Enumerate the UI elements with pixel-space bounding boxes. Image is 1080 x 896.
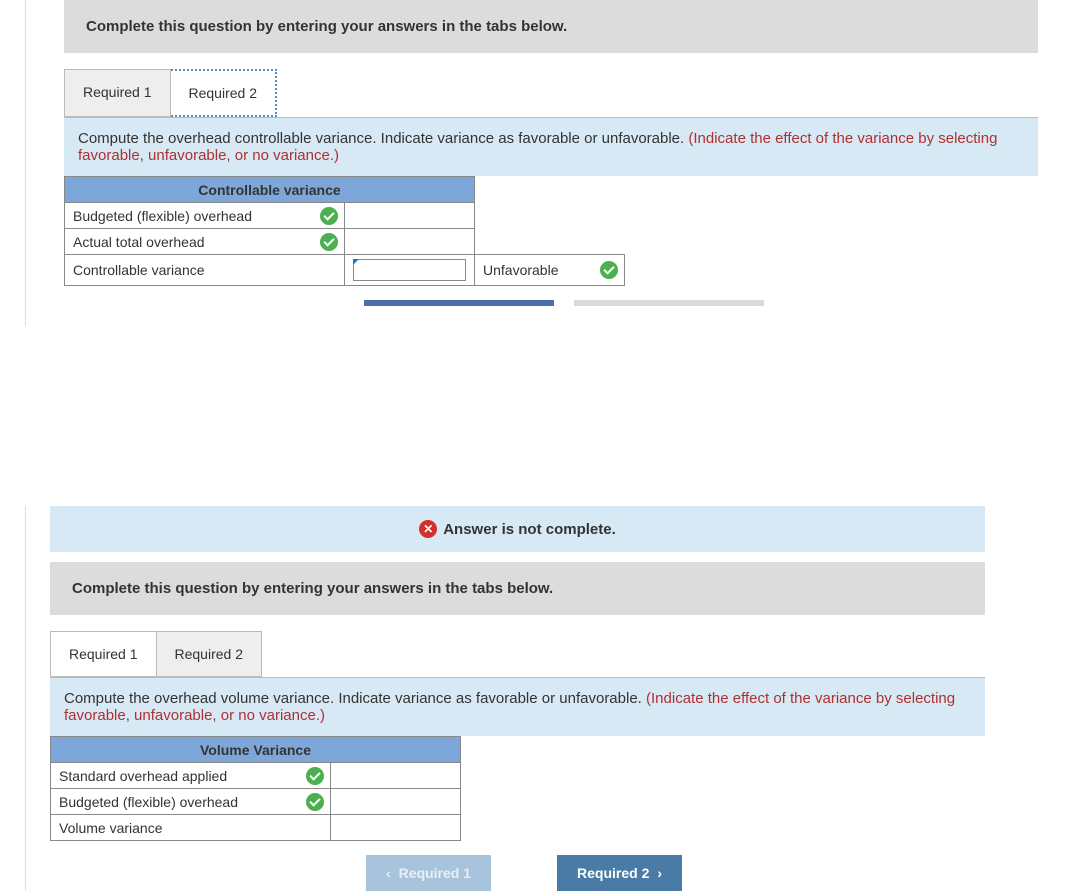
row-budgeted-overhead: Budgeted (flexible) overhead [65,203,345,229]
row-standard-overhead: Standard overhead applied [51,763,331,789]
value-cell[interactable] [345,203,475,229]
row-controllable-variance: Controllable variance [65,255,345,286]
empty-cell [461,763,611,789]
variance-result-cell[interactable]: Unfavorable [475,255,625,286]
next-button-label: Required 2 [577,865,649,881]
table-row: Budgeted (flexible) overhead [51,789,611,815]
alert-text: Answer is not complete. [443,521,616,538]
empty-cell [461,789,611,815]
prompt-bar: Compute the overhead volume variance. In… [50,677,985,736]
value-cell[interactable] [331,815,461,841]
table-row: Budgeted (flexible) overhead [65,203,625,229]
prev-button[interactable]: ‹ Required 1 [366,855,491,891]
progress-segment-filled [364,300,554,306]
row-label: Volume variance [59,820,163,836]
error-x-icon [419,520,437,538]
table-row: Standard overhead applied [51,763,611,789]
progress-strip [364,300,1080,306]
progress-segment-empty [574,300,764,306]
row-label: Standard overhead applied [59,768,227,784]
table-row: Actual total overhead [65,229,625,255]
nav-buttons: ‹ Required 1 Required 2 › [366,855,1080,891]
value-cell[interactable] [331,789,461,815]
check-icon [306,767,324,785]
variance-result-text: Unfavorable [483,262,559,278]
row-budgeted-overhead: Budgeted (flexible) overhead [51,789,331,815]
table-header: Volume Variance [51,737,461,763]
row-label: Budgeted (flexible) overhead [59,794,238,810]
instruction-bar: Complete this question by entering your … [64,0,1038,53]
empty-cell [475,177,625,203]
tab-required-1[interactable]: Required 1 [64,69,171,117]
check-icon [320,233,338,251]
prompt-main-text: Compute the overhead controllable varian… [78,130,688,147]
chevron-left-icon: ‹ [386,865,391,881]
volume-variance-table: Volume Variance Standard overhead applie… [50,736,611,841]
instruction-text: Complete this question by entering your … [72,580,553,597]
row-actual-overhead: Actual total overhead [65,229,345,255]
check-icon [306,793,324,811]
empty-cell [461,815,611,841]
alert-message: Answer is not complete. [419,520,616,538]
value-cell[interactable] [345,229,475,255]
alert-banner: Answer is not complete. [50,506,985,552]
tab-required-2[interactable]: Required 2 [171,69,278,117]
row-label: Budgeted (flexible) overhead [73,208,252,224]
section-volume-variance: Answer is not complete. Complete this qu… [25,506,1080,891]
controllable-variance-table: Controllable variance Budgeted (flexible… [64,176,625,286]
next-button[interactable]: Required 2 › [557,855,682,891]
instruction-text: Complete this question by entering your … [86,18,567,35]
instruction-bar: Complete this question by entering your … [50,562,985,615]
tabs-row: Required 1 Required 2 [64,69,1080,117]
tab-required-1[interactable]: Required 1 [50,631,157,677]
chevron-right-icon: › [657,865,662,881]
empty-cell [475,229,625,255]
empty-cell [475,203,625,229]
table-header: Controllable variance [65,177,475,203]
tabs-row: Required 1 Required 2 [50,631,1080,677]
check-icon [600,261,618,279]
empty-cell [461,737,611,763]
prompt-bar: Compute the overhead controllable varian… [64,117,1038,176]
row-volume-variance: Volume variance [51,815,331,841]
section-controllable-variance: Complete this question by entering your … [25,0,1080,326]
value-input-cell[interactable] [345,255,475,286]
row-label: Controllable variance [73,262,205,278]
table-row: Volume variance [51,815,611,841]
variance-input[interactable] [353,259,466,281]
tab-required-2[interactable]: Required 2 [157,631,263,677]
table-row: Controllable variance Unfavorable [65,255,625,286]
prev-button-label: Required 1 [399,865,471,881]
value-cell[interactable] [331,763,461,789]
row-label: Actual total overhead [73,234,205,250]
prompt-main-text: Compute the overhead volume variance. In… [64,690,646,707]
check-icon [320,207,338,225]
